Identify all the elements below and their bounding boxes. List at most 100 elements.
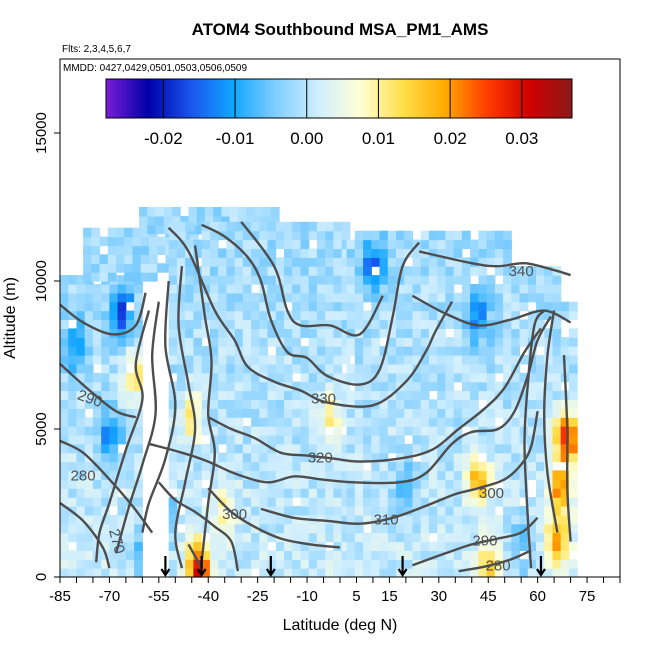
field-cell: [242, 372, 252, 383]
field-cell: [325, 381, 334, 392]
colorbar-tick-label: 0.00: [290, 129, 323, 148]
field-cell: [486, 417, 496, 427]
field-cell: [404, 390, 413, 400]
field-cell: [453, 452, 463, 463]
field-cell: [445, 479, 455, 489]
field-cell: [251, 257, 260, 267]
field-cell: [201, 346, 211, 356]
field-cell: [461, 434, 471, 445]
field-cell: [379, 390, 389, 400]
field-cell: [185, 355, 194, 365]
field-cell: [209, 514, 219, 525]
field-cell: [134, 434, 143, 445]
field-cell: [494, 292, 504, 303]
field-cell: [185, 550, 194, 560]
field-cell: [333, 470, 343, 480]
field-cell: [470, 284, 479, 294]
field-cell: [363, 230, 372, 241]
field-cell: [503, 355, 512, 365]
field-cell: [371, 230, 381, 241]
field-cell: [92, 328, 102, 338]
field-cell: [387, 426, 397, 436]
field-cell: [478, 284, 488, 294]
field-cell: [84, 488, 94, 498]
colorbar-tick-label: -0.02: [144, 129, 183, 148]
field-cell: [60, 328, 69, 338]
field-cell: [461, 523, 471, 534]
field-cell: [134, 355, 143, 365]
field-cell: [185, 328, 194, 338]
field-cell: [420, 461, 430, 472]
field-cell: [470, 372, 479, 383]
field-cell: [60, 461, 69, 472]
field-cell: [461, 355, 471, 365]
field-cell: [226, 372, 236, 383]
field-cell: [354, 541, 364, 551]
field-cell: [68, 355, 77, 365]
field-cell: [134, 417, 143, 427]
field-cell: [404, 301, 413, 312]
field-cell: [60, 381, 69, 392]
field-cell: [478, 514, 488, 525]
field-cell: [560, 346, 570, 356]
contour-line: [167, 226, 454, 408]
field-cell: [209, 230, 219, 241]
field-cell: [396, 328, 405, 338]
field-cell: [503, 328, 512, 338]
field-cell: [251, 363, 260, 374]
field-cell: [226, 479, 236, 489]
field-cell: [209, 497, 219, 507]
field-cell: [387, 523, 397, 534]
field-cell: [251, 461, 260, 472]
field-cell: [284, 479, 293, 489]
field-cell: [316, 488, 326, 498]
field-cell: [445, 470, 455, 480]
field-cell: [84, 337, 94, 347]
profile-marker-arrow: [536, 556, 546, 577]
field-cell: [185, 506, 194, 516]
field-cell: [76, 319, 86, 329]
field-cell: [428, 514, 438, 525]
field-cell: [218, 390, 227, 400]
field-cell: [470, 257, 479, 267]
field-cell: [218, 452, 227, 463]
field-cell: [259, 292, 269, 303]
field-cell: [568, 434, 578, 445]
field-cell: [412, 319, 422, 329]
field-cell: [185, 301, 194, 312]
field-cell: [275, 506, 285, 516]
field-cell: [308, 550, 318, 560]
field-cell: [428, 559, 438, 569]
contour-line: [412, 516, 539, 567]
field-cell: [511, 337, 521, 347]
field-cell: [333, 479, 343, 489]
field-cell: [308, 443, 318, 454]
field-cell: [226, 541, 236, 551]
field-cell: [185, 532, 194, 543]
field-cell: [346, 443, 356, 454]
field-cell: [213, 215, 222, 226]
field-cell: [91, 227, 101, 238]
field-cell: [201, 328, 211, 338]
field-cell: [379, 506, 389, 516]
field-cell: [92, 346, 102, 356]
field-cell: [193, 514, 203, 525]
field-cell: [445, 532, 455, 543]
field-cell: [527, 284, 537, 294]
field-cell: [109, 408, 119, 418]
field-cell: [420, 239, 430, 250]
field-cell: [486, 248, 496, 258]
field-cell: [193, 568, 203, 578]
field-cell: [259, 248, 269, 258]
field-cell: [404, 310, 413, 321]
field-cell: [536, 292, 545, 303]
field-cell: [536, 532, 545, 543]
x-tick-label: -55: [148, 588, 170, 605]
field-cell: [259, 221, 269, 232]
field-cell: [486, 310, 496, 321]
field-cell: [193, 417, 203, 427]
field-cell: [234, 363, 244, 374]
field-cell: [316, 532, 326, 543]
field-cell: [188, 215, 198, 226]
field-cell: [176, 434, 186, 445]
